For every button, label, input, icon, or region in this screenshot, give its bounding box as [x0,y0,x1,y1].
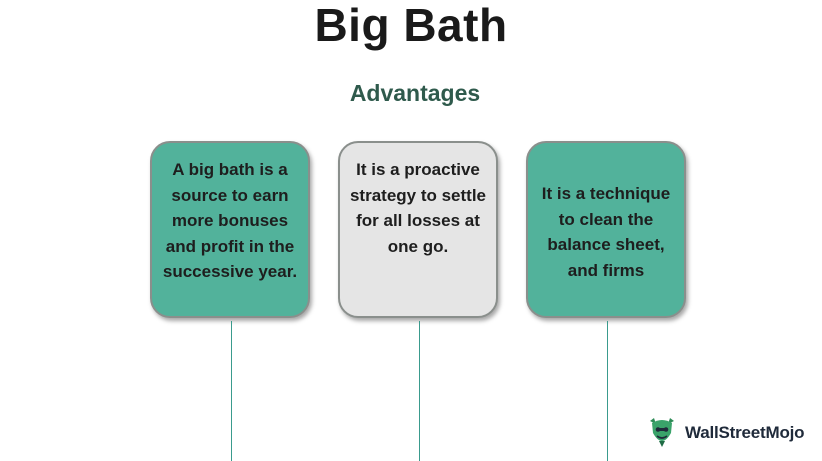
wallstreetmojo-logo-icon [650,418,674,447]
advantage-card-3-text: It is a technique to clean the balance s… [541,184,671,280]
logo-text: WallStreetMojo [685,423,805,442]
advantage-card-1-text: A big bath is a source to earn more bonu… [162,160,298,281]
diagram-subtitle: Advantages [349,80,481,106]
connector-line-1 [231,321,232,461]
diagram-title: Big Bath [314,0,508,51]
advantage-card-3: It is a technique to clean the balance s… [526,141,686,318]
advantage-card-2-text: It is a proactive strategy to settle for… [349,160,487,256]
advantage-card-1: A big bath is a source to earn more bonu… [150,141,310,318]
advantage-card-2: It is a proactive strategy to settle for… [338,141,498,318]
connector-line-2 [419,321,420,461]
wallstreetmojo-logo: WallStreetMojo [644,415,805,451]
connector-line-3 [607,321,608,461]
